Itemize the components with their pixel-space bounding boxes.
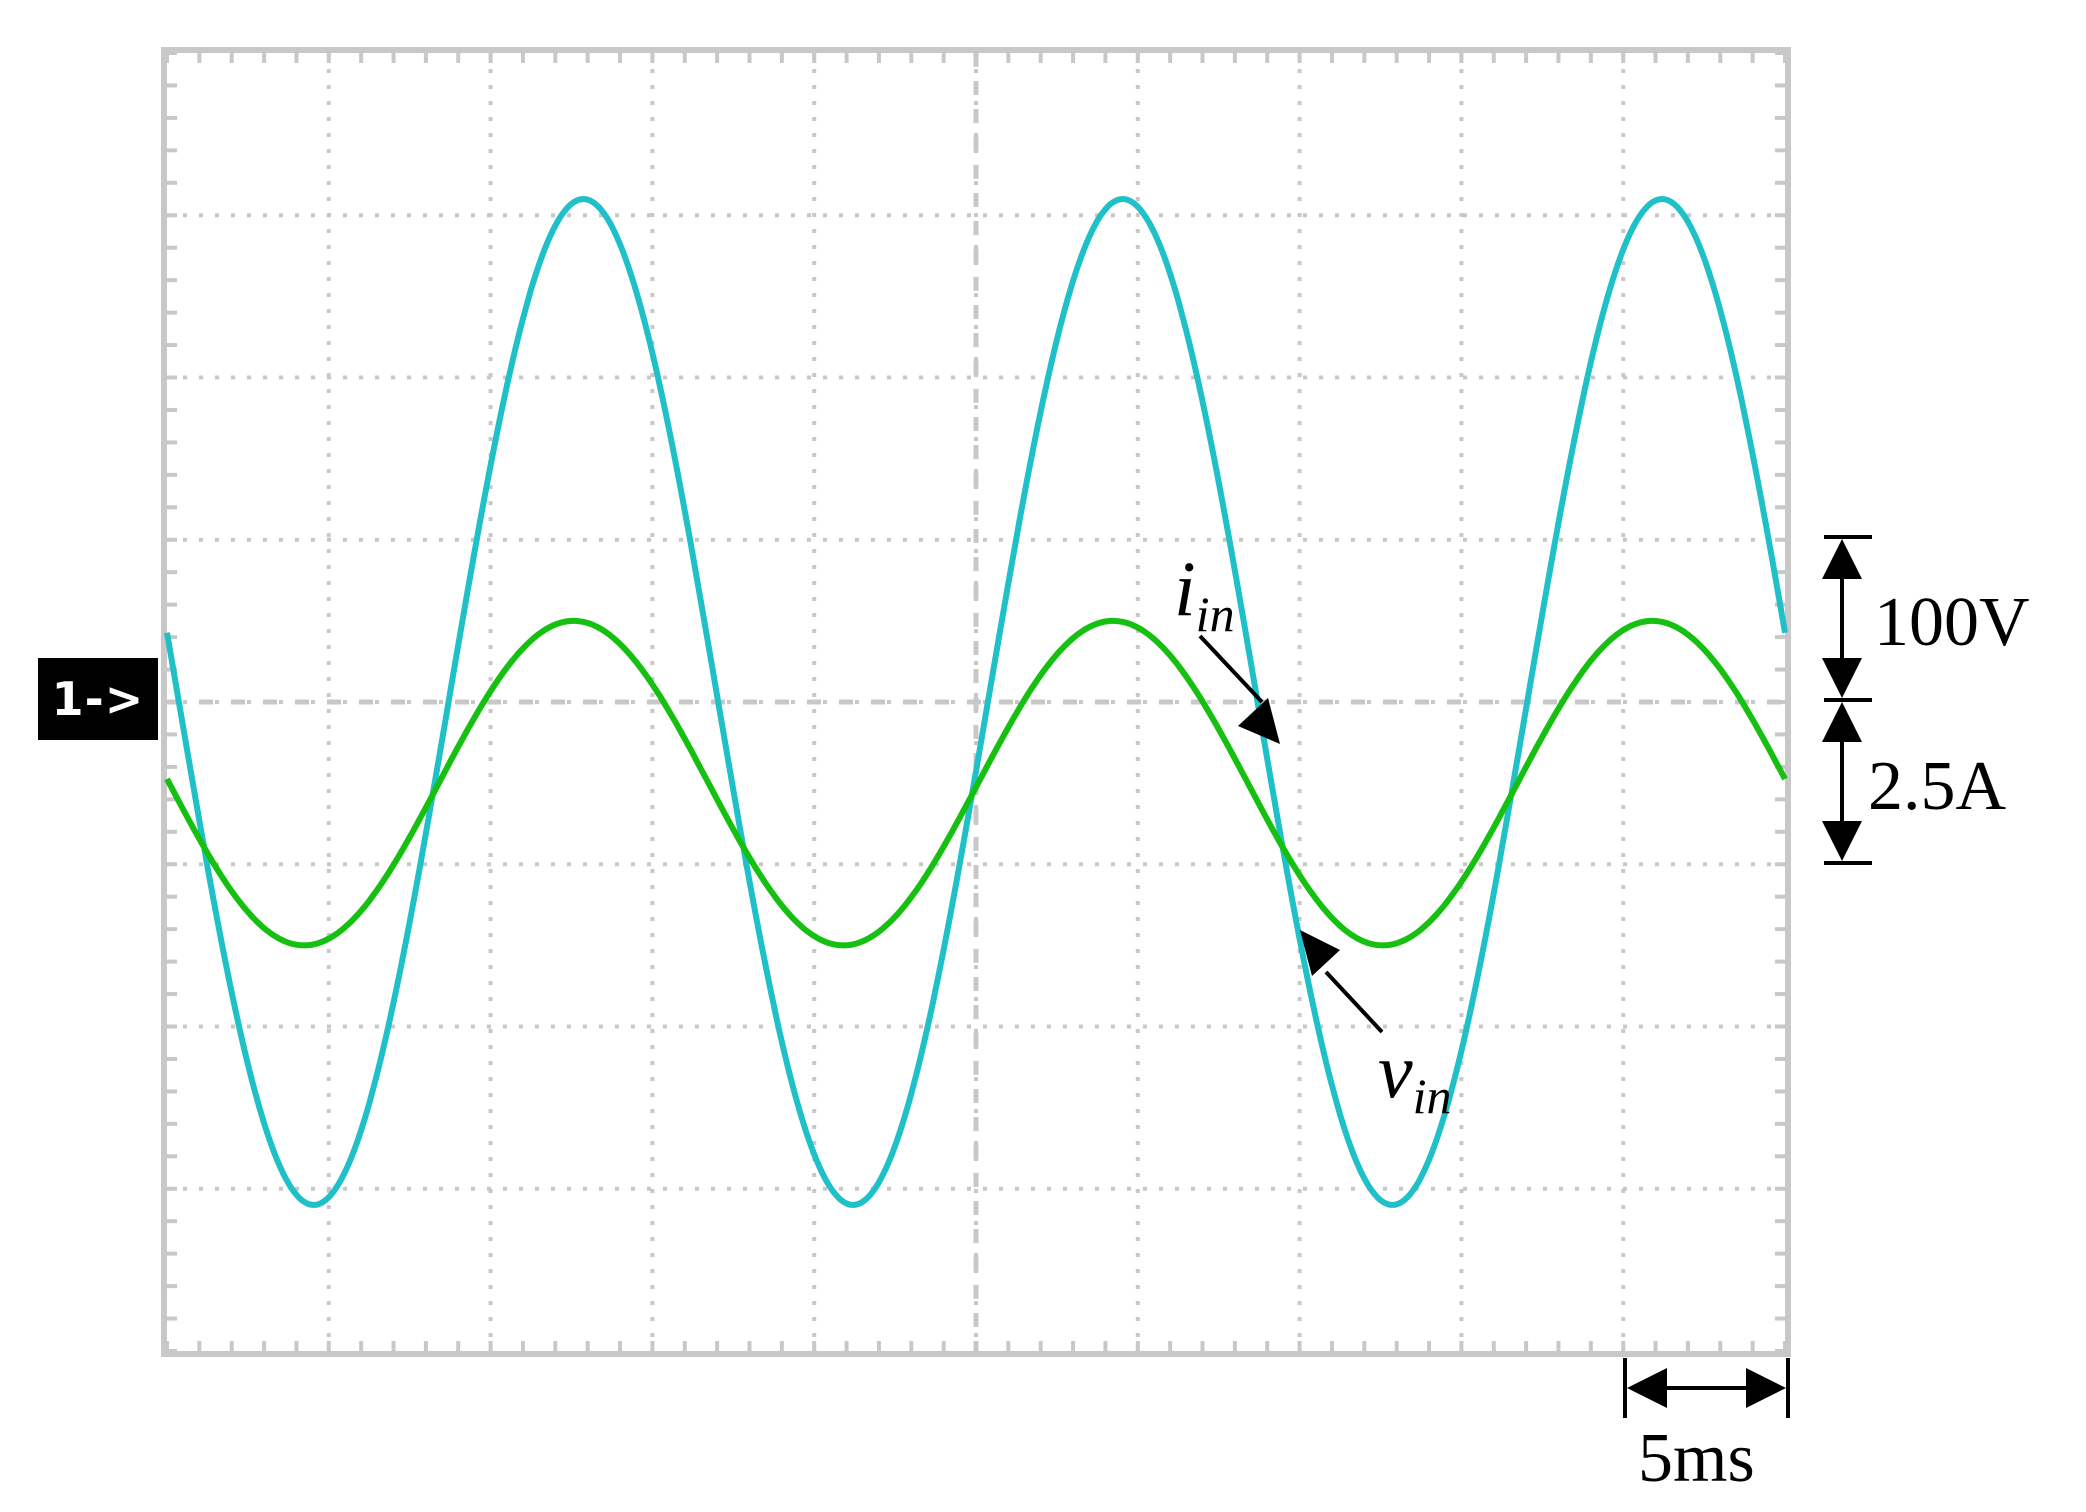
traces — [164, 196, 1788, 1208]
grid — [165, 51, 1787, 1353]
plot-frame — [161, 47, 1791, 1357]
time-scale-label: 5ms — [1638, 1420, 1755, 1497]
voltage-scale-label: 100V — [1874, 584, 2030, 661]
v-in-label-sub: in — [1412, 1068, 1452, 1124]
v-in-label: vin — [1378, 1032, 1452, 1124]
v-in-label-main: v — [1378, 1027, 1413, 1114]
voltage-scale-indicator — [1822, 535, 1872, 702]
v-in-trace — [164, 196, 1788, 1208]
v-in-callout-arrow — [1300, 930, 1384, 1034]
channel-1-ground-marker: 1-> — [38, 658, 158, 740]
current-scale-indicator — [1822, 702, 1872, 865]
time-scale-indicator — [1623, 1358, 1790, 1418]
i-in-trace — [164, 617, 1788, 949]
i-in-label-sub: in — [1195, 586, 1235, 642]
current-scale-label: 2.5A — [1868, 748, 2007, 825]
i-in-label: iin — [1174, 550, 1235, 642]
i-in-label-main: i — [1174, 545, 1196, 632]
i-in-callout-arrow — [1198, 634, 1280, 744]
